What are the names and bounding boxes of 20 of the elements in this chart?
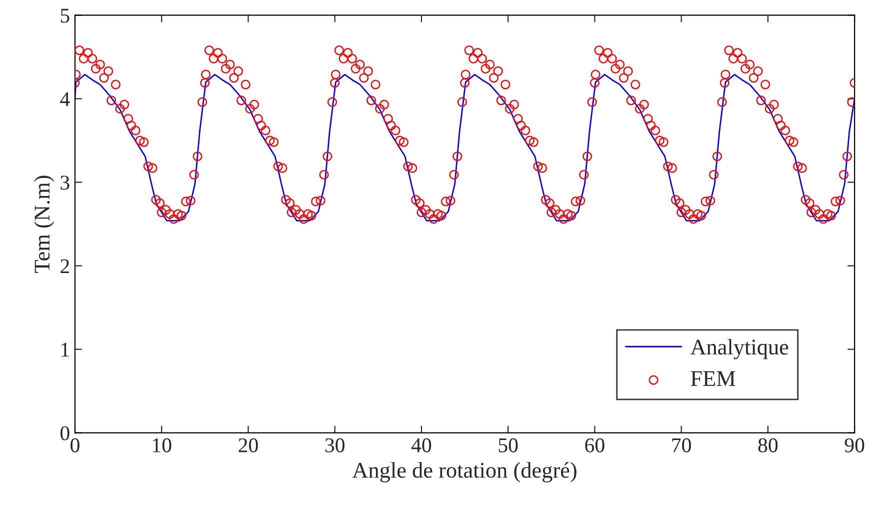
- y-tick-label: 2: [60, 259, 69, 274]
- x-tick-label: 70: [672, 438, 691, 452]
- legend-label: FEM: [690, 371, 736, 386]
- y-tick-label: 0: [60, 426, 70, 440]
- x-tick-label: 40: [411, 438, 432, 452]
- x-tick-label: 10: [153, 438, 172, 452]
- x-tick-label: 60: [585, 438, 604, 452]
- x-tick-label: 80: [758, 438, 778, 452]
- y-tick-label: 3: [60, 176, 70, 190]
- x-axis-title: Angle de rotation (degré): [352, 462, 576, 482]
- x-tick-label: 0: [70, 438, 80, 452]
- x-tick-label: 20: [238, 438, 258, 452]
- y-axis-title: Tem (N.m): [34, 176, 54, 273]
- x-tick-label: 90: [844, 438, 864, 452]
- legend-label: Analytique: [690, 338, 788, 360]
- y-tick-label: 1: [62, 342, 69, 357]
- x-tick-label: 30: [325, 438, 344, 452]
- y-tick-label: 4: [60, 92, 70, 106]
- x-tick-label: 50: [498, 438, 518, 452]
- y-tick-label: 5: [60, 8, 70, 23]
